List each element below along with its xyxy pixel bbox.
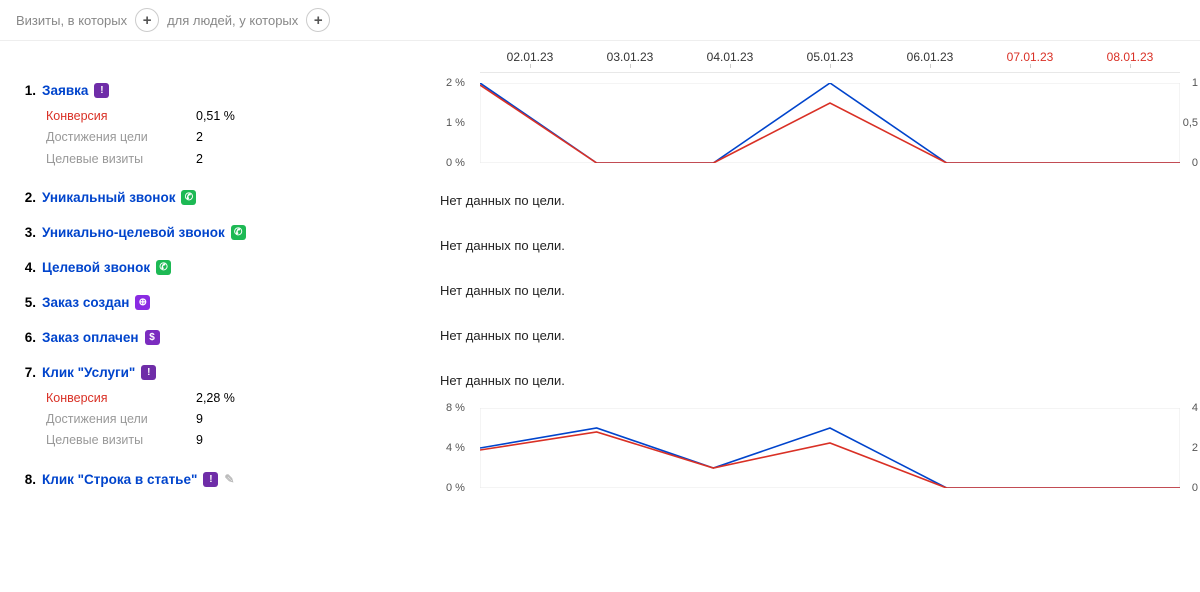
goal-title-link[interactable]: Уникально-целевой звонок xyxy=(42,225,225,240)
goal-type-icon: ! xyxy=(94,83,109,98)
goal-title-link[interactable]: Клик "Услуги" xyxy=(42,365,135,380)
y-axis-left-tick: 8 % xyxy=(446,402,465,414)
goal-number: 2. xyxy=(16,190,36,205)
goal-title-link[interactable]: Целевой звонок xyxy=(42,260,150,275)
filter-bar: Визиты, в которых + для людей, у которых… xyxy=(0,0,1200,41)
goal-type-icon: ⊕ xyxy=(135,295,150,310)
goal-title-link[interactable]: Заказ оплачен xyxy=(42,330,139,345)
y-axis-left-tick: 1 % xyxy=(446,117,465,129)
goal-number: 1. xyxy=(16,83,36,98)
stat-value: 0,51 % xyxy=(196,106,235,127)
stat-value: 9 xyxy=(196,409,203,430)
stat-label: Конверсия xyxy=(46,106,196,127)
y-axis-right-tick: 2 xyxy=(1192,442,1198,454)
goal-row: 7. Клик "Услуги"! Конверсия2,28 %Достижени… xyxy=(16,355,440,462)
goal-type-icon: ✆ xyxy=(231,225,246,240)
goal-row: 2. Уникальный звонок ✆ xyxy=(16,180,440,215)
goal-title-link[interactable]: Заказ создан xyxy=(42,295,129,310)
date-cell: 08.01.23 xyxy=(1080,50,1180,64)
goal-stats: Конверсия0,51 %Достижения цели2Целевые в… xyxy=(46,106,440,170)
goal-title-link[interactable]: Уникальный звонок xyxy=(42,190,175,205)
date-cell: 04.01.23 xyxy=(680,50,780,64)
date-cell: 02.01.23 xyxy=(480,50,580,64)
stat-label: Конверсия xyxy=(46,388,196,409)
date-cell: 06.01.23 xyxy=(880,50,980,64)
y-axis-right-tick: 0,5 xyxy=(1183,117,1198,129)
chart-row: Нет данных по цели. xyxy=(440,173,1200,218)
no-data-label: Нет данных по цели. xyxy=(440,183,1200,208)
add-segment-1-button[interactable]: + xyxy=(135,8,159,32)
goal-type-icon: ! xyxy=(141,365,156,380)
no-data-label: Нет данных по цели. xyxy=(440,318,1200,343)
goal-type-icon: ! xyxy=(203,472,218,487)
goal-type-icon: ✆ xyxy=(156,260,171,275)
y-axis-left-tick: 4 % xyxy=(446,442,465,454)
line-chart: 2 %1 %0 %10,50 xyxy=(480,83,1180,163)
y-axis-left-tick: 2 % xyxy=(446,77,465,89)
segment-label-2: для людей, у которых xyxy=(167,13,298,28)
stat-label: Целевые визиты xyxy=(46,430,196,451)
no-data-label: Нет данных по цели. xyxy=(440,273,1200,298)
goal-number: 3. xyxy=(16,225,36,240)
goal-stats: Конверсия2,28 %Достижения цели9Целевые в… xyxy=(46,388,440,452)
goal-number: 6. xyxy=(16,330,36,345)
goal-row: 6. Заказ оплачен $ xyxy=(16,320,440,355)
chart-row: Нет данных по цели. xyxy=(440,263,1200,308)
chart-row: Нет данных по цели. xyxy=(440,308,1200,353)
chart-row xyxy=(440,498,1200,532)
stat-value: 2,28 % xyxy=(196,388,235,409)
goal-number: 5. xyxy=(16,295,36,310)
goals-list: 1.Заявка!Конверсия0,51 %Достижения цели2… xyxy=(16,41,440,532)
goal-type-icon: $ xyxy=(145,330,160,345)
chart-row: 8 % 4 % 0 % 4 2 0 xyxy=(440,398,1200,498)
add-segment-2-button[interactable]: + xyxy=(306,8,330,32)
chart-row: Нет данных по цели. xyxy=(440,218,1200,263)
chart-row: Нет данных по цели. xyxy=(440,353,1200,398)
goal-row: 4. Целевой звонок ✆ xyxy=(16,250,440,285)
segment-label-1: Визиты, в которых xyxy=(16,13,127,28)
stat-value: 2 xyxy=(196,127,203,148)
date-axis: 02.01.2303.01.2304.01.2305.01.2306.01.23… xyxy=(480,41,1180,73)
goal-row: 5. Заказ создан ⊕ xyxy=(16,285,440,320)
edit-icon[interactable]: ✎ xyxy=(224,472,234,486)
stat-label: Достижения цели xyxy=(46,127,196,148)
no-data-label: Нет данных по цели. xyxy=(440,363,1200,388)
y-axis-right-tick: 1 xyxy=(1192,77,1198,89)
goal-type-icon: ✆ xyxy=(181,190,196,205)
goal-number: 8. xyxy=(16,472,36,487)
goal-row: 3. Уникально-целевой звонок ✆ xyxy=(16,215,440,250)
date-cell: 03.01.23 xyxy=(580,50,680,64)
goal-number: 7. xyxy=(16,365,36,380)
line-chart: 8 %4 %0 %420 xyxy=(480,408,1180,488)
stat-label: Целевые визиты xyxy=(46,149,196,170)
no-data-label: Нет данных по цели. xyxy=(440,228,1200,253)
y-axis-right-tick: 0 xyxy=(1192,482,1198,494)
goal-title-link[interactable]: Заявка xyxy=(42,83,88,98)
stat-value: 9 xyxy=(196,430,203,451)
date-cell: 07.01.23 xyxy=(980,50,1080,64)
goal-row: 1. Заявка! Конверсия0,51 %Достижения цели2… xyxy=(16,73,440,180)
goal-row: 8. Клик "Строка в статье"! ✎ xyxy=(16,462,440,497)
y-axis-right-tick: 0 xyxy=(1192,157,1198,169)
chart-row: 2 % 1 % 0 % 1 0,5 0 xyxy=(440,73,1200,173)
goal-number: 4. xyxy=(16,260,36,275)
date-cell: 05.01.23 xyxy=(780,50,880,64)
stat-value: 2 xyxy=(196,149,203,170)
goal-title-link[interactable]: Клик "Строка в статье" xyxy=(42,472,197,487)
stat-label: Достижения цели xyxy=(46,409,196,430)
y-axis-right-tick: 4 xyxy=(1192,402,1198,414)
y-axis-left-tick: 0 % xyxy=(446,157,465,169)
charts-column: 02.01.2303.01.2304.01.2305.01.2306.01.23… xyxy=(440,41,1200,532)
y-axis-left-tick: 0 % xyxy=(446,482,465,494)
